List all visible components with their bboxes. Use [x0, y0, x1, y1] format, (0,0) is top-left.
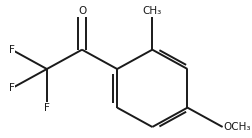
Text: F: F: [9, 45, 15, 55]
Text: CH₃: CH₃: [142, 6, 161, 16]
Text: O: O: [78, 6, 86, 16]
Text: F: F: [9, 83, 15, 93]
Text: OCH₃: OCH₃: [223, 122, 250, 132]
Text: F: F: [44, 103, 50, 113]
